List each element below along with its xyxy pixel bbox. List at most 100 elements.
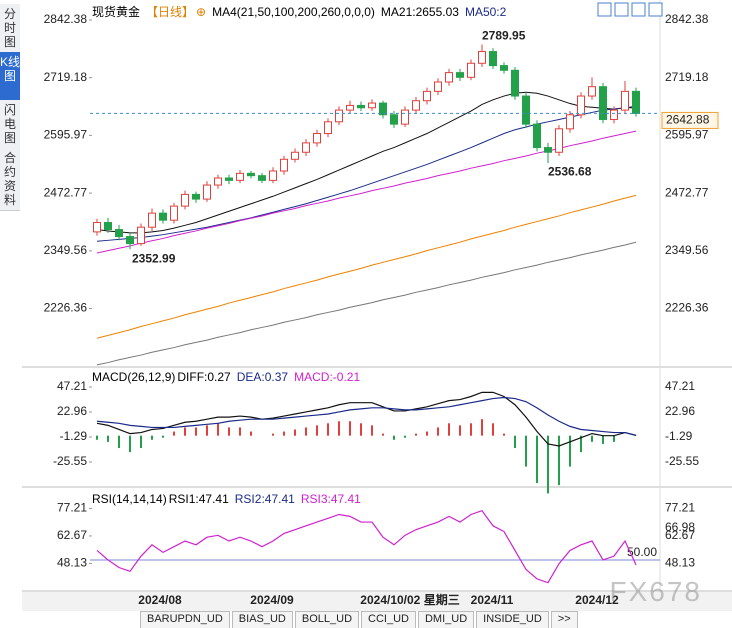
rsi-title: RSI(14,14,14): [92, 492, 167, 506]
candle-body: [170, 205, 178, 221]
candle-body: [280, 158, 288, 172]
candle-body: [225, 177, 233, 181]
candle-body: [434, 81, 442, 92]
candle-body: [368, 102, 376, 109]
candle-body: [522, 95, 530, 125]
candle-body: [500, 65, 508, 71]
macd-title: MACD(26,12,9): [92, 370, 176, 384]
last-price-box: [661, 111, 719, 129]
y-tick-label-right: 2226.36: [665, 301, 709, 315]
candle-body: [610, 109, 618, 120]
rsi3-readout: RSI3:47.41: [300, 492, 361, 506]
indicator-tab[interactable]: BOLL_UD: [294, 611, 360, 628]
candle-body: [181, 193, 189, 207]
candle-body: [379, 102, 387, 116]
candle-body: [621, 90, 629, 111]
y-tick-label-left: 2842.38: [44, 12, 88, 26]
candle-body: [478, 51, 486, 64]
rsi1-readout: RSI1:47.41: [168, 492, 229, 506]
tab-fenshi[interactable]: 分时图: [0, 4, 20, 53]
candle-body: [401, 109, 409, 125]
candle-body: [445, 72, 453, 83]
x-axis-label: 2024/09: [250, 593, 294, 607]
y-tick-label-left: 2719.18: [44, 70, 88, 84]
candle-body: [357, 104, 365, 109]
candle-body: [346, 104, 354, 111]
macd-readout: MACD:-0.21: [294, 370, 361, 384]
candle-body: [313, 133, 321, 144]
y-tick-label-left: 62.67: [57, 528, 87, 542]
candle-body: [467, 62, 475, 78]
ma-line: [96, 91, 637, 234]
ma-line: [96, 105, 637, 242]
indicator-tab[interactable]: INSIDE_UD: [476, 611, 549, 628]
indicator-tab[interactable]: DMI_UD: [417, 611, 475, 628]
rsi-marker-label: 66.98: [665, 520, 695, 534]
candle-body: [632, 90, 640, 114]
candle-body: [577, 95, 585, 116]
macd-header: MACD(26,12,9) DIFF:0.27 DEA:0.37 MACD:-0.21: [92, 370, 366, 384]
candle-body: [423, 90, 431, 102]
y-tick-label-left: 2472.77: [44, 185, 88, 199]
dea-readout: DEA:0.37: [236, 370, 289, 384]
last-price-label: 2642.88: [666, 113, 710, 127]
candle-body: [137, 226, 145, 245]
indicator-tab[interactable]: BIAS_UD: [231, 611, 293, 628]
tab-kline[interactable]: K线图: [0, 52, 20, 101]
indicator-tab[interactable]: >>: [550, 611, 578, 628]
y-tick-label-left: 2226.36: [44, 301, 88, 315]
ma50-readout: MA50:2: [464, 5, 507, 19]
y-tick-label-right: 77.21: [665, 501, 695, 515]
candle-body: [203, 184, 211, 200]
candle-body: [544, 147, 552, 153]
candle-body: [126, 236, 134, 245]
y-tick-label-right: 22.96: [665, 404, 695, 418]
candle-body: [269, 170, 277, 181]
candle-body: [247, 172, 255, 177]
tab-flash[interactable]: 闪电图: [0, 100, 20, 149]
y-tick-label-left: -1.29: [60, 429, 88, 443]
toolbar-button: [631, 2, 646, 17]
y-tick-label-right: -25.55: [665, 454, 699, 468]
candle-body: [599, 86, 607, 120]
ma21-readout: MA21:2655.03: [380, 5, 459, 19]
x-axis-label: 2024/11: [471, 593, 514, 607]
candle-body: [412, 100, 420, 111]
y-tick-label-right: 48.13: [665, 556, 695, 570]
add-icon[interactable]: ⊕: [196, 5, 207, 19]
y-tick-label-right: 2595.97: [665, 128, 709, 142]
price-header: 现货黄金 【日线】 ⊕ MA4(21,50,100,200,260,0,0,0) MA2…: [92, 3, 512, 20]
indicator-tabs: BARUPDN_UD BIAS_UD BOLL_UD CCI_UD DMI_UD INSI…: [140, 611, 580, 628]
indicator-tab[interactable]: CCI_UD: [361, 611, 416, 628]
ma-line: [96, 241, 637, 366]
candle-body: [533, 123, 541, 149]
candle-body: [555, 128, 563, 153]
x-axis-label: 2024/12: [575, 593, 619, 607]
period[interactable]: 【日线】: [146, 5, 195, 19]
tab-contract[interactable]: 合约资料: [0, 148, 20, 211]
ma-line: [96, 194, 637, 339]
candle-body: [159, 212, 167, 221]
candle-body: [324, 121, 332, 135]
candle-body: [335, 109, 343, 123]
y-tick-label-right: 2842.38: [665, 12, 709, 26]
candle-body: [588, 86, 596, 97]
indicator-tab[interactable]: BARUPDN_UD: [140, 611, 230, 628]
watermark: FX678: [609, 576, 702, 607]
high-annotation: 2789.95: [482, 29, 526, 43]
diff-readout: DIFF:0.27: [177, 370, 231, 384]
y-tick-label-left: 22.96: [57, 404, 87, 418]
y-tick-label-left: 47.21: [57, 379, 87, 393]
y-tick-label-right: 2719.18: [665, 70, 709, 84]
toolbar-button: [648, 2, 663, 17]
candle-body: [302, 142, 310, 153]
candle-body: [104, 222, 112, 231]
candle-body: [93, 222, 101, 233]
rsi-line: [96, 509, 637, 584]
diff-line: [96, 391, 637, 447]
ma-label: MA4(21,50,100,200,260,0,0,0): [212, 5, 375, 19]
candle-body: [456, 72, 464, 78]
bottom-strip: [22, 592, 732, 611]
